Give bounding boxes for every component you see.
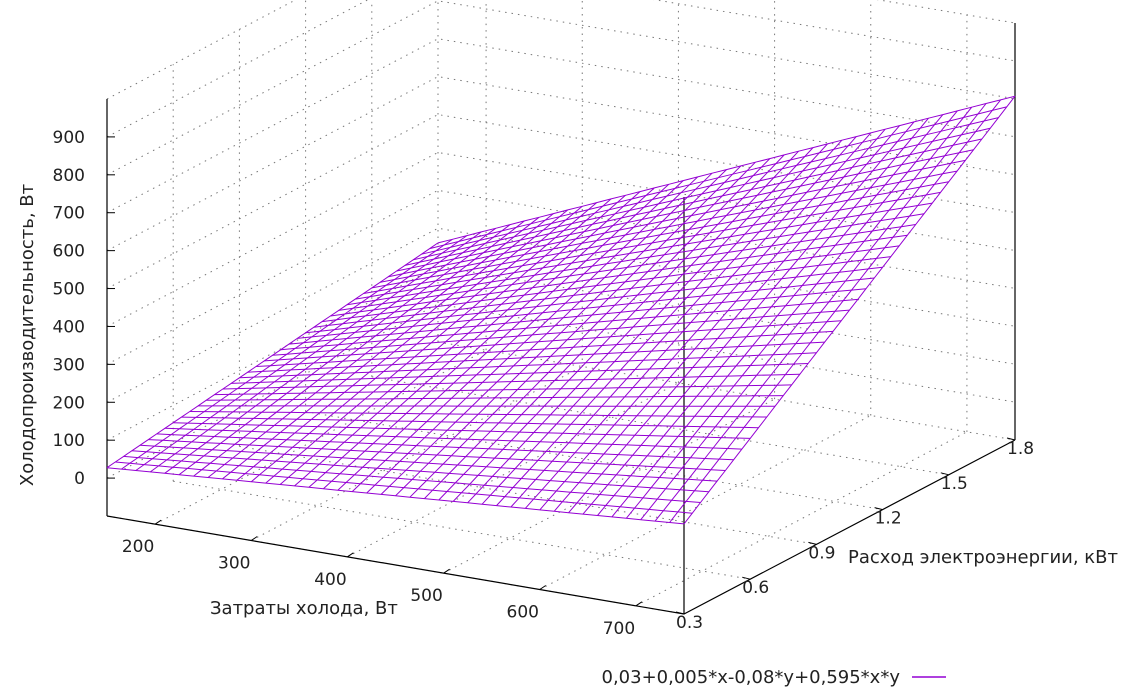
x-tick-mark: [155, 520, 161, 524]
z-gridline: [107, 1, 1015, 175]
y-tick-label: 0.9: [808, 543, 835, 563]
z-tick-label: 700: [53, 204, 85, 224]
surface-line-const-x: [208, 217, 539, 477]
x-tick-label: 700: [603, 619, 635, 639]
x-tick-mark: [636, 602, 642, 606]
y-tick-label: 1.5: [941, 474, 968, 494]
z-gridline: [107, 0, 1015, 99]
y-tick-label: 0.3: [676, 613, 703, 633]
z-tick-label: 800: [53, 166, 85, 186]
z-tick-label: 0: [74, 469, 85, 489]
y-floor-gridline: [173, 481, 750, 579]
surface-line-const-x: [237, 210, 568, 480]
y-tick-label: 1.8: [1007, 439, 1034, 459]
x-tick-mark: [540, 586, 546, 590]
z-axis-label: Холодопроизводительность, Вт: [17, 184, 38, 486]
surface-line-const-x: [150, 232, 481, 472]
surface-line-const-x: [612, 115, 943, 517]
surface-line-const-x: [641, 107, 972, 520]
z-tick-label: 200: [53, 393, 85, 413]
surface-line-const-x: [107, 243, 438, 468]
surface-line-const-x: [511, 140, 842, 507]
x-tick-label: 600: [507, 603, 539, 623]
x-axis-label: Затраты холода, Вт: [210, 598, 398, 619]
surface-line-const-x: [626, 111, 957, 518]
z-tick-label: 100: [53, 431, 85, 451]
surface-line-const-x: [121, 239, 452, 469]
surface-line-const-x: [222, 214, 553, 479]
x-tick-label: 400: [314, 570, 346, 590]
z-tick-label: 500: [53, 280, 85, 300]
z-tick-label: 300: [53, 355, 85, 375]
z-gridline: [107, 0, 1015, 137]
x-tick-label: 500: [410, 586, 442, 606]
y-floor-gridline: [239, 446, 816, 544]
z-tick-label: 600: [53, 242, 85, 262]
surface-line-const-x: [525, 137, 856, 509]
x-tick-mark: [251, 537, 257, 541]
y-axis-label: Расход электроэнергии, кВт: [848, 547, 1118, 568]
y-tick-label: 1.2: [875, 509, 902, 529]
y-tick-label: 0.6: [742, 578, 769, 598]
surface-line-const-x: [194, 221, 525, 476]
surface-line-const-x: [165, 228, 496, 473]
legend: 0,03+0,005*x-0,08*y+0,595*x*y: [602, 667, 947, 688]
z-gridline: [107, 228, 1015, 402]
x-tick-mark: [347, 553, 353, 557]
z-tick-label: 900: [53, 128, 85, 148]
x-tick-mark: [444, 569, 450, 573]
x-tick-label: 200: [122, 537, 154, 557]
surface-line-const-y: [107, 468, 684, 524]
surface-mesh: [107, 96, 1015, 524]
surface-line-const-x: [136, 236, 467, 471]
z-tick-label: 400: [53, 317, 85, 337]
legend-entry-label: 0,03+0,005*x-0,08*y+0,595*x*y: [602, 667, 901, 688]
x-tick-label: 300: [218, 554, 250, 574]
z-gridline: [107, 266, 1015, 440]
